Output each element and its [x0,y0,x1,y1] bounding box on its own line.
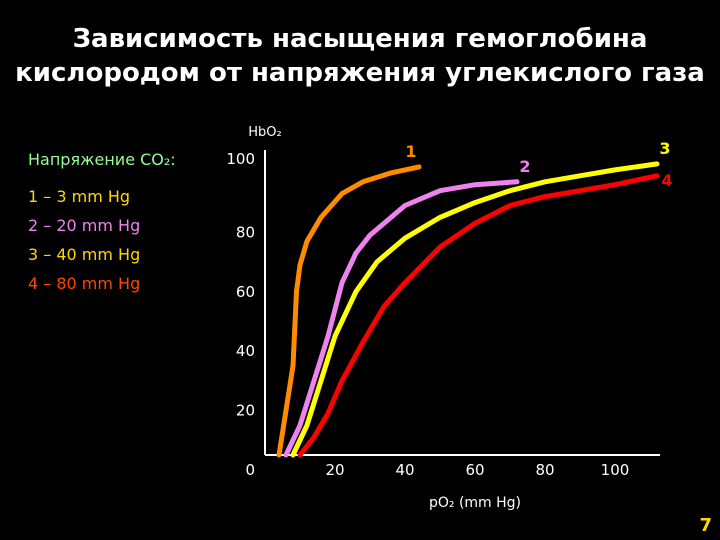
y-tick-label: 20 [236,402,255,420]
y-tick-label: 0 [245,461,255,479]
x-tick-label: 40 [395,461,414,479]
page-number: 7 [699,515,712,536]
chart-title-line-1: Зависимость насыщения гемоглобина [72,24,648,54]
series-line-2 [283,179,520,458]
series-label-3: 3 [659,139,670,158]
legend-title: Напряжение CO₂: [28,150,176,169]
series-label-4: 4 [661,171,672,190]
legend-item-2: 2 – 20 mm Hg [28,216,141,235]
series-line-4 [297,173,660,458]
series-line-1 [276,164,422,458]
x-tick-label: 60 [465,461,484,479]
y-tick-label: 100 [226,150,255,168]
legend-item-3: 3 – 40 mm Hg [28,245,141,264]
x-tick-label: 100 [601,461,630,479]
legend-item-1: 1 – 3 mm Hg [28,187,131,206]
legend-item-4: 4 – 80 mm Hg [28,274,141,293]
series-line-3 [290,161,660,458]
x-axis-label: pO₂ (mm Hg) [429,495,521,511]
legend: Напряжение CO₂: 1 – 3 mm Hg 2 – 20 mm Hg… [28,150,176,303]
chart-title: Зависимость насыщения гемоглобина кислор… [0,22,720,90]
x-tick-label: 80 [535,461,554,479]
chart-title-line-2: кислородом от напряжения углекислого газ… [15,58,705,88]
x-tick-label: 20 [325,461,344,479]
y-tick-label: 80 [236,223,255,241]
series-label-2: 2 [519,157,530,176]
y-tick-label: 60 [236,283,255,301]
y-axis-label: HbO₂ [248,125,281,140]
y-tick-label: 40 [236,342,255,360]
series-label-1: 1 [405,142,416,161]
